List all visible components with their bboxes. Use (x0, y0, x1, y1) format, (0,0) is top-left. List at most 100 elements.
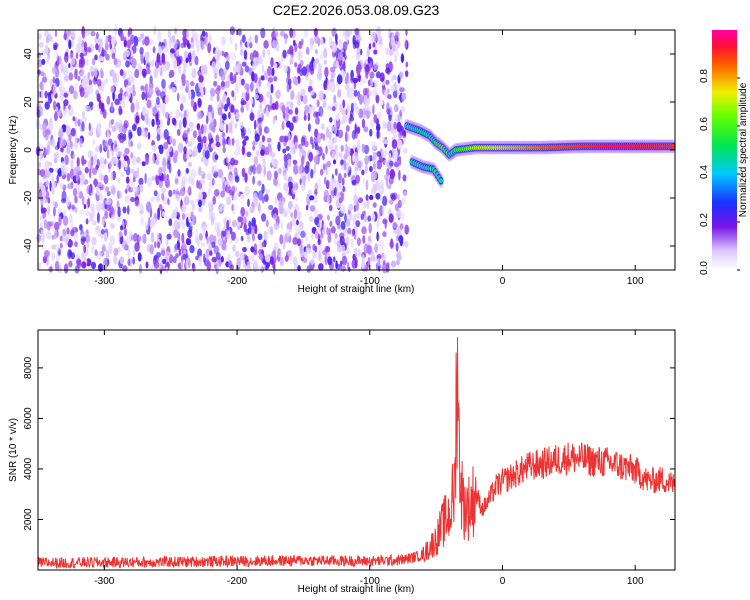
spectrogram-noise-cell (215, 134, 220, 144)
spectrogram-noise-cell (96, 31, 99, 40)
spectrogram-noise-cell (331, 106, 336, 112)
spectrogram-noise-cell (403, 135, 406, 145)
spectrogram-noise-cell (101, 244, 106, 252)
spectrogram-noise-cell (177, 244, 181, 251)
spectrogram-noise-cell (282, 148, 287, 154)
spectrogram-noise-cell (151, 118, 155, 127)
spectrogram-noise-cell (99, 56, 105, 62)
spectrogram-noise-cell (102, 264, 108, 271)
spectrogram-noise-cell (367, 257, 371, 268)
spectrogram-noise-cell (165, 45, 168, 53)
spectrogram-noise-cell (356, 47, 361, 56)
spectrogram-noise-cell (105, 249, 110, 261)
spectrogram-noise-cell (106, 95, 111, 105)
spectrogram-noise-cell (371, 141, 376, 150)
spectrogram-noise-cell (355, 64, 361, 75)
spectrogram-noise-cell (345, 162, 350, 174)
spectrogram-noise-cell (283, 172, 288, 179)
spectrogram-noise-cell (301, 66, 307, 76)
spectrogram-noise-cell (145, 201, 152, 213)
spectrogram-noise-cell (161, 78, 166, 89)
spectrogram-noise-cell (88, 79, 93, 86)
spectrogram-noise-cell (208, 243, 213, 251)
spectrogram-noise-cell (213, 245, 220, 255)
spectrogram-noise-cell (66, 144, 71, 155)
spectrogram-noise-cell (222, 113, 227, 121)
spectrogram-noise-cell (300, 154, 305, 166)
spectrogram-noise-cell (240, 206, 246, 217)
spectrogram-noise-cell (348, 203, 354, 212)
spectrogram-noise-cell (96, 79, 102, 87)
spectrogram-y-tick-label: -40 (23, 238, 34, 253)
spectrogram-noise-cell (253, 73, 258, 84)
spectrogram-noise-cell (113, 57, 118, 66)
spectrogram-noise-cell (177, 142, 184, 153)
spectrogram-noise-cell (261, 135, 265, 143)
spectrogram-noise-cell (241, 167, 246, 178)
spectrogram-noise-cell (307, 123, 311, 132)
spectrogram-noise-cell (183, 195, 190, 206)
spectrogram-noise-cell (294, 107, 299, 115)
spectrogram-noise-cell (99, 156, 104, 165)
spectrogram-noise-cell (324, 245, 331, 253)
spectrogram-noise-cell (290, 101, 294, 110)
spectrogram-noise-cell (269, 256, 274, 265)
spectrogram-noise-cell (312, 243, 316, 251)
spectrogram-noise-cell (44, 101, 50, 110)
spectrogram-noise-cell (161, 265, 164, 271)
spectrogram-noise-cell (182, 68, 186, 75)
spectrogram-noise-cell (125, 91, 131, 100)
spectrogram-noise-cell (221, 36, 226, 46)
spectrogram-noise-cell (290, 147, 296, 155)
spectrogram-noise-cell (211, 61, 216, 70)
spectrogram-noise-cell (376, 111, 382, 120)
spectrogram-noise-cell (314, 143, 319, 151)
spectrogram-noise-cell (351, 179, 357, 186)
spectrogram-noise-cell (177, 169, 181, 177)
spectrogram-noise-cell (358, 197, 363, 204)
spectrogram-noise-cell (283, 182, 289, 192)
spectrogram-noise-cell (163, 141, 169, 150)
spectrogram-noise-cell (258, 248, 264, 256)
spectrogram-noise-cell (206, 114, 209, 125)
spectrogram-noise-cell (222, 137, 226, 148)
spectrogram-noise-cell (138, 235, 142, 242)
spectrogram-noise-cell (136, 167, 140, 178)
spectrogram-noise-cell (170, 48, 176, 54)
spectrogram-noise-cell (130, 234, 137, 241)
spectrogram-noise-cell (263, 165, 267, 176)
spectrogram-noise-cell (64, 154, 69, 166)
spectrogram-noise-cell (146, 68, 151, 75)
spectrogram-noise-cell (66, 227, 70, 235)
spectrogram-noise-cell (267, 49, 270, 56)
spectrogram-noise-cell (194, 32, 199, 39)
spectrogram-noise-cell (397, 194, 400, 201)
spectrogram-noise-cell (119, 87, 124, 95)
spectrogram-noise-cell (138, 65, 143, 72)
spectrogram-noise-cell (367, 235, 372, 242)
spectrogram-noise-cell (265, 110, 270, 117)
spectrogram-noise-cell (119, 256, 125, 265)
spectrogram-noise-cell (318, 90, 324, 101)
spectrogram-noise-cell (394, 203, 400, 212)
spectrogram-noise-cell (273, 177, 278, 187)
spectrogram-noise-cell (367, 215, 372, 222)
colorbar-label: Normalized spectral amplitude (738, 82, 749, 217)
spectrogram-noise-cell (79, 138, 83, 148)
spectrogram-noise-cell (225, 123, 229, 134)
spectrogram-noise-cell (222, 230, 227, 237)
spectrogram-noise-cell (110, 85, 115, 93)
spectrogram-noise-cell (300, 230, 306, 238)
spectrogram-noise-cell (190, 98, 195, 108)
spectrogram-noise-cell (40, 71, 45, 77)
spectrogram-noise-cell (145, 155, 150, 166)
spectrogram-noise-cell (142, 126, 145, 137)
spectrogram-noise-cell (315, 150, 320, 156)
spectrogram-noise-cell (64, 51, 69, 57)
spectrogram-noise-cell (204, 160, 209, 167)
spectrogram-noise-cell (138, 177, 144, 186)
spectrogram-noise-cell (234, 42, 238, 51)
spectrogram-noise-cell (377, 257, 381, 267)
spectrogram-noise-cell (317, 238, 321, 246)
spectrogram-noise-cell (397, 139, 403, 150)
